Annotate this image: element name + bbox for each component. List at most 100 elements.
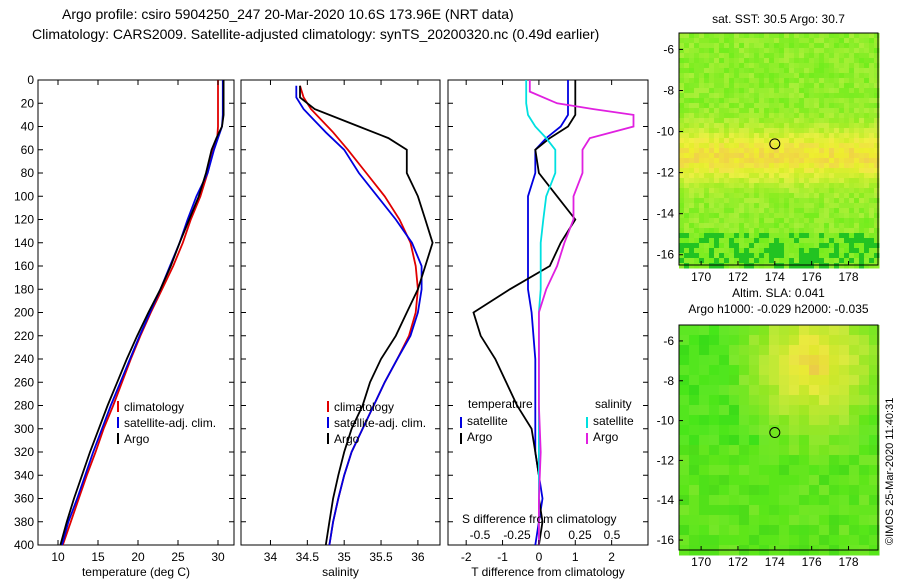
sst_map-cell xyxy=(799,153,805,159)
sla_map-cell xyxy=(679,505,690,516)
sst_map-cell xyxy=(834,53,840,59)
sst_map-cell xyxy=(824,73,830,79)
sla_map-cell xyxy=(769,405,780,416)
sst_map-cell xyxy=(699,193,705,199)
sst_map-cell xyxy=(744,233,750,239)
sst_map-cell xyxy=(684,33,690,39)
sst_map-cell xyxy=(794,143,800,149)
sla_map-cell xyxy=(689,375,700,386)
sla_map-cell xyxy=(849,525,860,536)
sst_map-cell xyxy=(859,243,865,249)
sst_map-cell xyxy=(829,38,835,44)
sst_map-cell xyxy=(819,238,825,244)
sst_map-cell xyxy=(834,98,840,104)
sst_map-cell xyxy=(849,33,855,39)
sst_map-cell xyxy=(819,108,825,114)
sst_map-cell xyxy=(784,128,790,134)
sst_map-cell xyxy=(704,203,710,209)
sst_map-cell xyxy=(699,133,705,139)
sst_map-cell xyxy=(844,93,850,99)
sst_map-cell xyxy=(819,193,825,199)
sst_map-cell xyxy=(774,98,780,104)
sst_map-cell xyxy=(689,73,695,79)
sst_map-cell xyxy=(874,68,880,74)
sst_map-cell xyxy=(719,198,725,204)
sst_map-cell xyxy=(724,58,730,64)
sst_map-cell xyxy=(824,173,830,179)
sst_map-cell xyxy=(759,38,765,44)
sst_map-cell xyxy=(784,53,790,59)
sla_map-cell xyxy=(869,405,880,416)
sst_map-cell xyxy=(819,48,825,54)
sst_map-cell xyxy=(769,88,775,94)
sst_map-cell xyxy=(804,258,810,264)
sst_map-cell xyxy=(694,238,700,244)
sst_map-cell xyxy=(719,228,725,234)
sst_map-cell xyxy=(764,88,770,94)
sst_map-cell xyxy=(704,173,710,179)
sst_map-cell xyxy=(704,128,710,134)
sst_map-cell xyxy=(799,228,805,234)
sst_map-cell xyxy=(839,48,845,54)
difference-xtick-label: -2 xyxy=(461,550,472,564)
sst_map-cell xyxy=(849,208,855,214)
sst_map-cell xyxy=(734,88,740,94)
sla_map-cell xyxy=(789,475,800,486)
sst_map-cell xyxy=(704,108,710,114)
sst_map-cell xyxy=(839,163,845,169)
sst_map-cell xyxy=(759,83,765,89)
sst_map-cell xyxy=(714,218,720,224)
sst_map-cell xyxy=(774,48,780,54)
sst_map-cell xyxy=(679,193,685,199)
sst_map-cell xyxy=(814,113,820,119)
sst_map-cell xyxy=(744,88,750,94)
sst_map-cell xyxy=(809,228,815,234)
sst_map-cell xyxy=(789,133,795,139)
sla_map-cell xyxy=(819,335,830,346)
sst_map-cell xyxy=(754,53,760,59)
sst_map-cell xyxy=(859,263,865,269)
sst_map-cell xyxy=(769,148,775,154)
sst_map-cell xyxy=(799,83,805,89)
sst_map-cell xyxy=(864,78,870,84)
sst_map-cell xyxy=(809,253,815,259)
sst_map-cell xyxy=(864,253,870,259)
sst_map-cell xyxy=(754,83,760,89)
sst_map-cell xyxy=(789,263,795,269)
sst_map-cell xyxy=(739,53,745,59)
sst_map-cell xyxy=(859,153,865,159)
sla_map-cell xyxy=(709,395,720,406)
sst_map-cell xyxy=(714,118,720,124)
sla_map-cell xyxy=(749,325,760,336)
sst_map-cell xyxy=(789,158,795,164)
sst_map-cell xyxy=(829,98,835,104)
sst_map-cell xyxy=(689,243,695,249)
sst_map-cell xyxy=(829,88,835,94)
sla_map-cell xyxy=(749,415,760,426)
sst_map-cell xyxy=(774,53,780,59)
sst_map-cell xyxy=(744,38,750,44)
sst_map-cell xyxy=(784,43,790,49)
sst_map-cell xyxy=(794,228,800,234)
sst_map-cell xyxy=(759,103,765,109)
sst_map-cell xyxy=(864,213,870,219)
sst_map-cell xyxy=(809,138,815,144)
sst_map-cell xyxy=(849,258,855,264)
sst_map-cell xyxy=(694,108,700,114)
sst_map-cell xyxy=(814,148,820,154)
sst_map-cell xyxy=(779,248,785,254)
sla_map-cell xyxy=(789,505,800,516)
credit-text: ©IMOS 25-Mar-2020 11:40:31 xyxy=(884,398,896,545)
sst_map-cell xyxy=(709,233,715,239)
sla_map-cell xyxy=(829,455,840,466)
sst_map-cell xyxy=(749,83,755,89)
sst_map-cell xyxy=(829,33,835,39)
sst_map-cell xyxy=(679,188,685,194)
sst_map-cell xyxy=(699,233,705,239)
sst_map-cell xyxy=(794,38,800,44)
sla_map-cell xyxy=(869,445,880,456)
sst_map-cell xyxy=(699,58,705,64)
sst_map-cell xyxy=(779,53,785,59)
sst_map-cell xyxy=(739,128,745,134)
sst_map-cell xyxy=(684,63,690,69)
